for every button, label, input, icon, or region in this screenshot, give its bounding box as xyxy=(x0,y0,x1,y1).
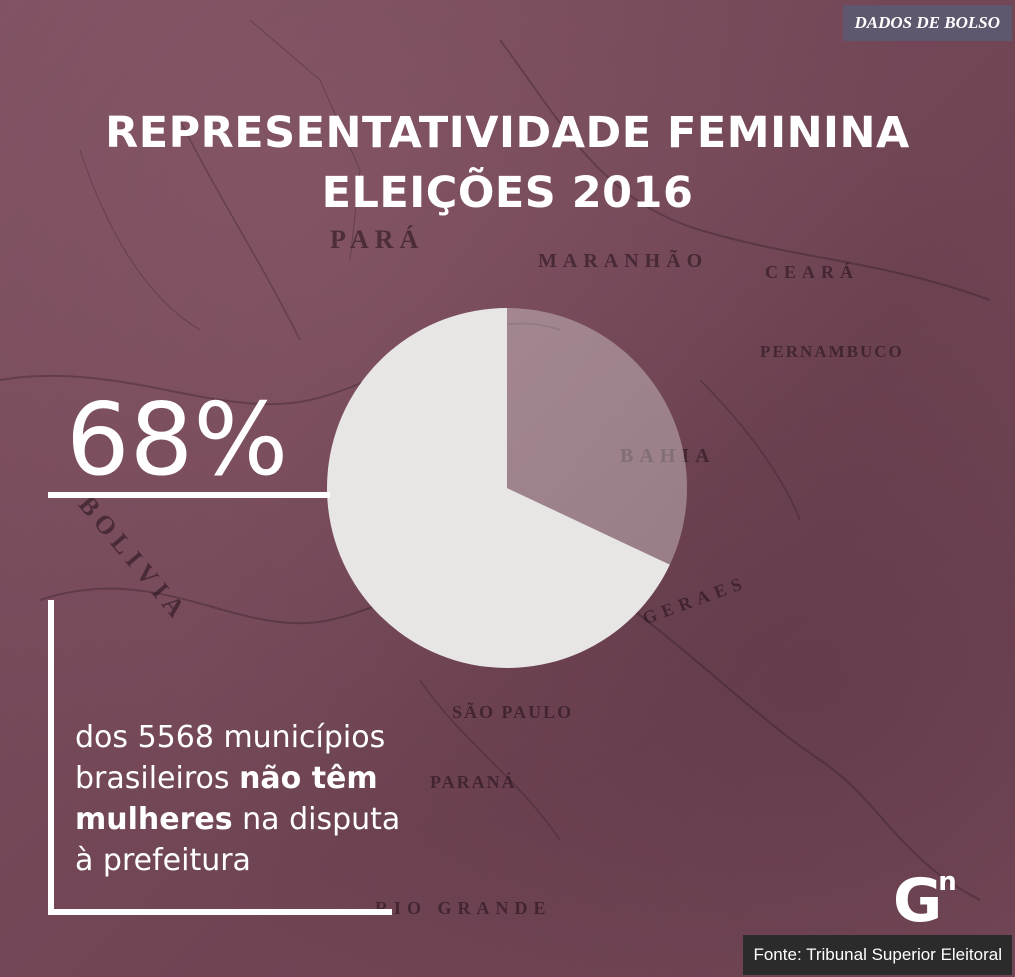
map-label: PERNAMBUCO xyxy=(760,342,904,361)
map-label: CEARÁ xyxy=(765,262,860,282)
series-tag: DADOS DE BOLSO xyxy=(842,5,1012,41)
title-line-1: REPRESENTATIVIDADE FEMININA xyxy=(105,108,910,158)
logo-sup: n xyxy=(938,867,957,897)
description-part-2: na disputa à prefeitura xyxy=(75,802,401,878)
map-label: PARÁ xyxy=(330,225,425,254)
map-label: RIO GRANDE xyxy=(375,898,552,918)
title-line-2: ELEIÇÕES 2016 xyxy=(321,168,694,218)
pie-slice-rest xyxy=(507,308,687,565)
map-label: MARANHÃO xyxy=(538,250,709,272)
map-label: SÃO PAULO xyxy=(452,702,574,722)
map-label: PARANÁ xyxy=(430,772,517,792)
pie-slice-main xyxy=(327,308,670,668)
map-label: BAHIA xyxy=(620,445,716,468)
chart-title: REPRESENTATIVIDADE FEMININA ELEIÇÕES 201… xyxy=(0,103,1015,223)
gn-logo: Gn xyxy=(893,862,957,931)
description-text: dos 5568 municípios brasileiros não têm … xyxy=(75,717,415,881)
source-credit: Fonte: Tribunal Superior Eleitoral xyxy=(743,935,1012,975)
description-part-1: dos 5568 municípios brasileiros xyxy=(75,720,386,796)
logo-letter: G xyxy=(893,866,943,936)
description-bold: não têm mulheres xyxy=(75,761,378,837)
big-percentage: 68% xyxy=(66,381,289,498)
